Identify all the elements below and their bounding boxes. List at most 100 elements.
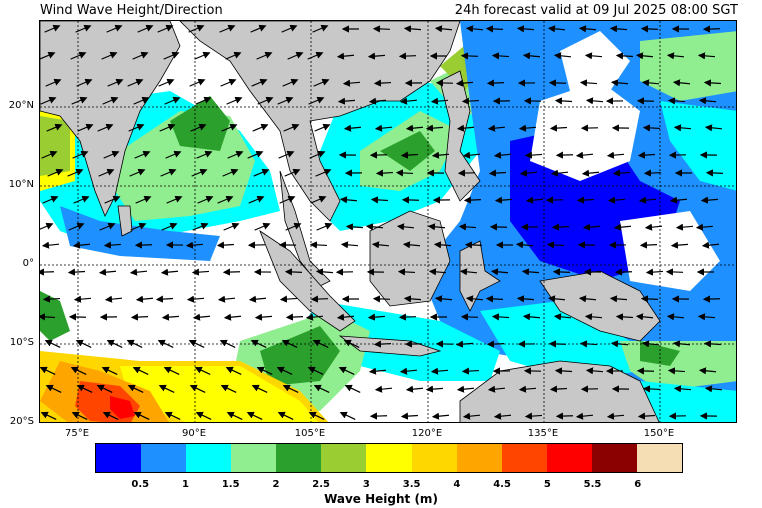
direction-arrow: [128, 123, 145, 132]
direction-arrow: [98, 268, 117, 276]
direction-arrow: [554, 367, 573, 375]
direction-arrow: [614, 268, 633, 276]
direction-arrow: [455, 79, 474, 87]
direction-arrow: [344, 384, 361, 393]
colorbar-swatch: [546, 444, 592, 472]
direction-arrow: [103, 241, 122, 249]
colorbar-tick-label: 4: [453, 479, 461, 490]
direction-arrow: [308, 411, 325, 420]
direction-arrow: [40, 96, 57, 105]
direction-arrow: [666, 313, 685, 321]
direction-arrow: [285, 222, 302, 231]
direction-arrow: [486, 340, 505, 348]
direction-arrow: [107, 78, 124, 87]
direction-arrow: [277, 96, 294, 105]
direction-arrow: [310, 295, 329, 303]
direction-arrow: [256, 366, 273, 375]
direction-arrow: [68, 222, 85, 231]
direction-arrow: [309, 241, 328, 249]
direction-arrow: [40, 411, 57, 420]
direction-arrow: [72, 241, 91, 249]
direction-arrow: [640, 25, 659, 33]
direction-arrow: [277, 411, 294, 420]
direction-arrow: [548, 79, 567, 87]
direction-arrow: [157, 339, 174, 348]
direction-arrow: [222, 168, 239, 177]
direction-arrow: [553, 313, 572, 321]
direction-arrow: [67, 168, 84, 177]
direction-arrow: [256, 51, 273, 60]
direction-arrow: [524, 412, 543, 420]
direction-arrow: [705, 169, 724, 177]
direction-arrow: [516, 25, 535, 33]
direction-arrow: [374, 124, 393, 132]
colorbar-swatch: [366, 444, 412, 472]
direction-arrow: [375, 169, 394, 177]
direction-arrow: [397, 268, 416, 276]
direction-arrow: [585, 97, 604, 105]
direction-arrow: [279, 295, 298, 303]
lon-label-105e: 105°E: [294, 428, 326, 439]
direction-arrow: [254, 313, 273, 321]
direction-arrow: [461, 367, 480, 375]
direction-arrow: [226, 96, 243, 105]
direction-arrow: [281, 24, 298, 33]
direction-arrow: [372, 295, 391, 303]
direction-arrow: [343, 339, 360, 348]
direction-arrow: [673, 385, 692, 393]
direction-arrow: [41, 241, 60, 249]
direction-arrow: [701, 241, 720, 249]
direction-arrow: [555, 412, 574, 420]
direction-arrow: [189, 78, 206, 87]
direction-arrow: [47, 168, 64, 177]
direction-arrow: [577, 241, 596, 249]
direction-arrow: [405, 385, 424, 393]
direction-arrow: [518, 385, 537, 393]
direction-arrow: [675, 223, 694, 231]
direction-arrow: [374, 385, 393, 393]
direction-arrow: [159, 123, 176, 132]
direction-arrow: [42, 195, 59, 204]
direction-arrow: [102, 411, 119, 420]
direction-arrow: [456, 124, 475, 132]
direction-arrow: [403, 295, 422, 303]
direction-arrow: [97, 123, 114, 132]
direction-arrow: [283, 123, 300, 132]
direction-arrow: [610, 340, 629, 348]
direction-arrow: [606, 151, 625, 159]
direction-arrow: [610, 79, 629, 87]
direction-arrow: [308, 96, 325, 105]
direction-arrow: [465, 25, 484, 33]
direction-arrow: [455, 340, 474, 348]
direction-arrow: [584, 313, 603, 321]
direction-arrow: [188, 339, 205, 348]
direction-arrow: [638, 196, 657, 204]
direction-arrow: [284, 268, 303, 276]
direction-arrow: [104, 295, 123, 303]
direction-arrow: [340, 241, 359, 249]
direction-arrow: [279, 195, 296, 204]
direction-arrow: [129, 168, 146, 177]
direction-arrow: [103, 150, 120, 159]
direction-arrow: [370, 196, 389, 204]
direction-arrow: [133, 96, 150, 105]
direction-arrow: [430, 367, 449, 375]
direction-arrow: [195, 411, 212, 420]
direction-arrow: [578, 295, 597, 303]
direction-arrow: [697, 52, 716, 60]
direction-arrow: [44, 24, 61, 33]
colorbar-tick-label: 2: [272, 479, 280, 490]
direction-arrow: [607, 196, 626, 204]
direction-arrow: [190, 123, 207, 132]
direction-arrow: [312, 339, 329, 348]
direction-arrow: [613, 223, 632, 231]
colorbar-swatch: [141, 444, 187, 472]
lon-label-135e: 135°E: [527, 428, 559, 439]
direction-arrow: [434, 25, 453, 33]
direction-arrow: [257, 96, 274, 105]
direction-arrow: [576, 196, 595, 204]
lon-label-90e: 90°E: [181, 428, 207, 439]
direction-arrow: [284, 168, 301, 177]
direction-arrow: [194, 366, 211, 375]
colorbar-title: Wave Height (m): [324, 492, 438, 506]
